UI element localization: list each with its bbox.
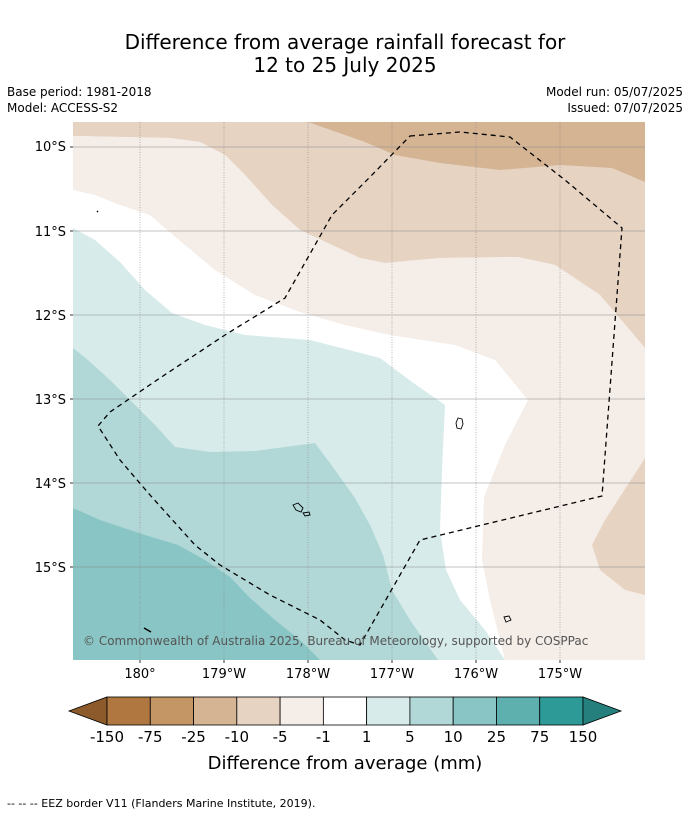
colorbar-segment (106, 696, 151, 726)
island-shape (292, 502, 304, 513)
colorbar-segment (322, 696, 368, 726)
colorbar-tick-label: 10 (443, 728, 463, 746)
islands (96, 210, 512, 633)
lon-label: 178°W (286, 667, 330, 682)
copyright-text: © Commonwealth of Australia 2025, Bureau… (83, 634, 588, 648)
graticule (73, 122, 645, 660)
colorbar-segment (279, 696, 324, 726)
colorbar-tick-label: -75 (138, 728, 163, 746)
island-shape (503, 615, 512, 623)
colorbar (67, 696, 623, 726)
band-10-25 (73, 508, 320, 660)
eez-legend: -- -- -- EEZ border V11 (Flanders Marine… (7, 797, 316, 810)
colorbar-tick-label: -5 (272, 728, 288, 746)
island-shape (302, 511, 311, 517)
lat-label: 12°S (35, 309, 66, 324)
colorbar-extend-low (67, 696, 108, 726)
colorbar-segment (236, 696, 281, 726)
lat-label: 10°S (35, 140, 66, 155)
colorbar-tick-label: 25 (486, 728, 506, 746)
colorbar-segment (539, 696, 584, 726)
island-shape (96, 210, 99, 213)
lon-label: 176°W (454, 667, 498, 682)
colorbar-extend-high (582, 696, 623, 726)
colorbar-segment (366, 696, 411, 726)
eez-border (97, 131, 623, 646)
colorbar-segment (149, 696, 194, 726)
colorbar-tick-label: -1 (315, 728, 331, 746)
colorbar-title: Difference from average (mm) (207, 753, 483, 774)
meta-right: Model run: 05/07/2025 Issued: 07/07/2025 (546, 84, 683, 116)
band-minus10-minus5 (73, 122, 645, 348)
lat-label: 15°S (35, 561, 66, 576)
lat-label: 11°S (35, 225, 66, 240)
lon-label: 177°W (370, 667, 414, 682)
lat-label: 14°S (35, 477, 66, 492)
colorbar-segment (452, 696, 497, 726)
issued-date: Issued: 07/07/2025 (567, 101, 683, 115)
lat-label: 13°S (35, 393, 66, 408)
colorbar-segment (193, 696, 238, 726)
lon-label: 180° (124, 667, 155, 682)
colorbar-segment (496, 696, 541, 726)
map-title: Difference from average rainfall forecas… (0, 31, 690, 77)
lon-label: 179°W (202, 667, 246, 682)
island-shape (455, 417, 464, 430)
colorbar-tick-label: -150 (89, 728, 125, 746)
title-line-2: 12 to 25 July 2025 (253, 53, 437, 77)
colorbar-tick-label: 75 (530, 728, 550, 746)
colorbar-tick-label: -25 (181, 728, 206, 746)
island-shape (143, 627, 152, 633)
colorbar-segment (409, 696, 454, 726)
colorbar-tick-label: 150 (568, 728, 598, 746)
title-line-1: Difference from average rainfall forecas… (124, 30, 566, 54)
model-run: Model run: 05/07/2025 (545, 85, 683, 99)
meta-left: Base period: 1981-2018 Model: ACCESS-S2 (7, 84, 152, 116)
colorbar-tick-label: -10 (224, 728, 250, 746)
colorbar-tick-label: 5 (405, 728, 415, 746)
colorbar-tick-label: 1 (361, 728, 372, 746)
band-minus5-minus1 (73, 136, 645, 660)
base-period: Base period: 1981-2018 (7, 85, 152, 99)
rainfall-field (73, 122, 645, 660)
lon-label: 175°W (538, 667, 582, 682)
model-name: Model: ACCESS-S2 (7, 101, 119, 115)
band-minus10-minus5-lower (592, 458, 645, 595)
